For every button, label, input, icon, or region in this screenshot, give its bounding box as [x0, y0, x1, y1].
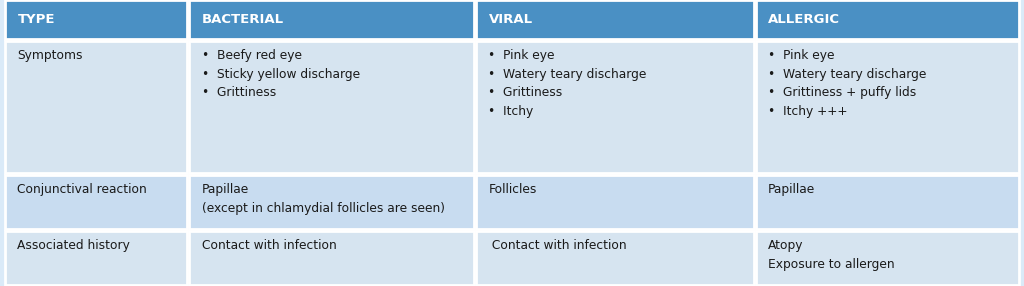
Text: Papillae
(except in chlamydial follicles are seen): Papillae (except in chlamydial follicles…	[202, 183, 444, 214]
Text: ALLERGIC: ALLERGIC	[768, 13, 840, 26]
Bar	[476, 231, 754, 285]
Bar	[189, 41, 474, 173]
Text: BACTERIAL: BACTERIAL	[202, 13, 284, 26]
Text: Papillae: Papillae	[768, 183, 815, 196]
Bar	[476, 175, 754, 229]
Text: TYPE: TYPE	[17, 13, 55, 26]
Bar	[5, 41, 187, 173]
Bar	[5, 231, 187, 285]
Text: Symptoms: Symptoms	[17, 49, 83, 62]
Bar	[189, 0, 474, 39]
Bar	[476, 0, 754, 39]
Text: Associated history: Associated history	[17, 239, 130, 252]
Text: Contact with infection: Contact with infection	[488, 239, 627, 252]
Bar	[756, 175, 1019, 229]
Bar	[756, 41, 1019, 173]
Bar	[5, 175, 187, 229]
Text: VIRAL: VIRAL	[488, 13, 532, 26]
Text: Follicles: Follicles	[488, 183, 537, 196]
Text: Atopy
Exposure to allergen: Atopy Exposure to allergen	[768, 239, 895, 271]
Bar	[756, 231, 1019, 285]
Text: •  Pink eye
•  Watery teary discharge
•  Grittiness + puffy lids
•  Itchy +++: • Pink eye • Watery teary discharge • Gr…	[768, 49, 927, 118]
Bar	[476, 41, 754, 173]
Text: •  Beefy red eye
•  Sticky yellow discharge
•  Grittiness: • Beefy red eye • Sticky yellow discharg…	[202, 49, 359, 100]
Text: Contact with infection: Contact with infection	[202, 239, 337, 252]
Bar	[189, 175, 474, 229]
Bar	[189, 231, 474, 285]
Text: Conjunctival reaction: Conjunctival reaction	[17, 183, 147, 196]
Bar	[756, 0, 1019, 39]
Bar	[5, 0, 187, 39]
Text: •  Pink eye
•  Watery teary discharge
•  Grittiness
•  Itchy: • Pink eye • Watery teary discharge • Gr…	[488, 49, 647, 118]
